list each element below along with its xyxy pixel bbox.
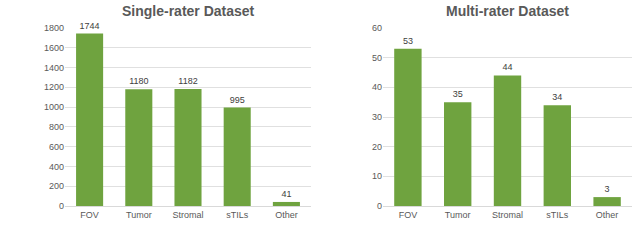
svg-text:1800: 1800: [44, 23, 64, 33]
svg-text:44: 44: [502, 62, 512, 72]
svg-text:20: 20: [372, 142, 382, 152]
svg-text:1182: 1182: [178, 76, 197, 86]
svg-text:Stromal: Stromal: [172, 210, 203, 220]
svg-text:Other: Other: [275, 210, 298, 220]
svg-text:34: 34: [552, 92, 562, 102]
svg-text:1744: 1744: [80, 21, 100, 31]
svg-text:FOV: FOV: [399, 210, 418, 220]
svg-text:600: 600: [49, 142, 64, 152]
svg-text:sTILs: sTILs: [546, 210, 569, 220]
svg-text:400: 400: [49, 162, 64, 172]
svg-text:3: 3: [605, 184, 610, 194]
svg-text:800: 800: [49, 122, 64, 132]
svg-text:Tumor: Tumor: [126, 210, 152, 220]
svg-text:Multi-rater Dataset: Multi-rater Dataset: [446, 3, 569, 19]
svg-text:sTILs: sTILs: [226, 210, 249, 220]
svg-text:1600: 1600: [44, 43, 64, 53]
svg-text:60: 60: [372, 23, 382, 33]
svg-text:40: 40: [372, 82, 382, 92]
svg-text:0: 0: [377, 201, 382, 211]
svg-text:41: 41: [281, 189, 291, 199]
svg-text:FOV: FOV: [80, 210, 99, 220]
svg-text:1400: 1400: [44, 63, 64, 73]
svg-text:Single-rater Dataset: Single-rater Dataset: [122, 3, 255, 19]
svg-text:30: 30: [372, 112, 382, 122]
svg-text:1000: 1000: [44, 102, 64, 112]
svg-text:Stromal: Stromal: [492, 210, 523, 220]
svg-text:50: 50: [372, 53, 382, 63]
svg-text:Other: Other: [596, 210, 619, 220]
svg-text:10: 10: [372, 171, 382, 181]
svg-text:Tumor: Tumor: [445, 210, 471, 220]
svg-text:53: 53: [403, 36, 413, 46]
svg-text:1200: 1200: [44, 82, 64, 92]
svg-text:200: 200: [49, 181, 64, 191]
svg-text:995: 995: [230, 95, 245, 105]
svg-text:0: 0: [59, 201, 64, 211]
svg-text:1180: 1180: [129, 76, 148, 86]
svg-text:35: 35: [453, 89, 463, 99]
